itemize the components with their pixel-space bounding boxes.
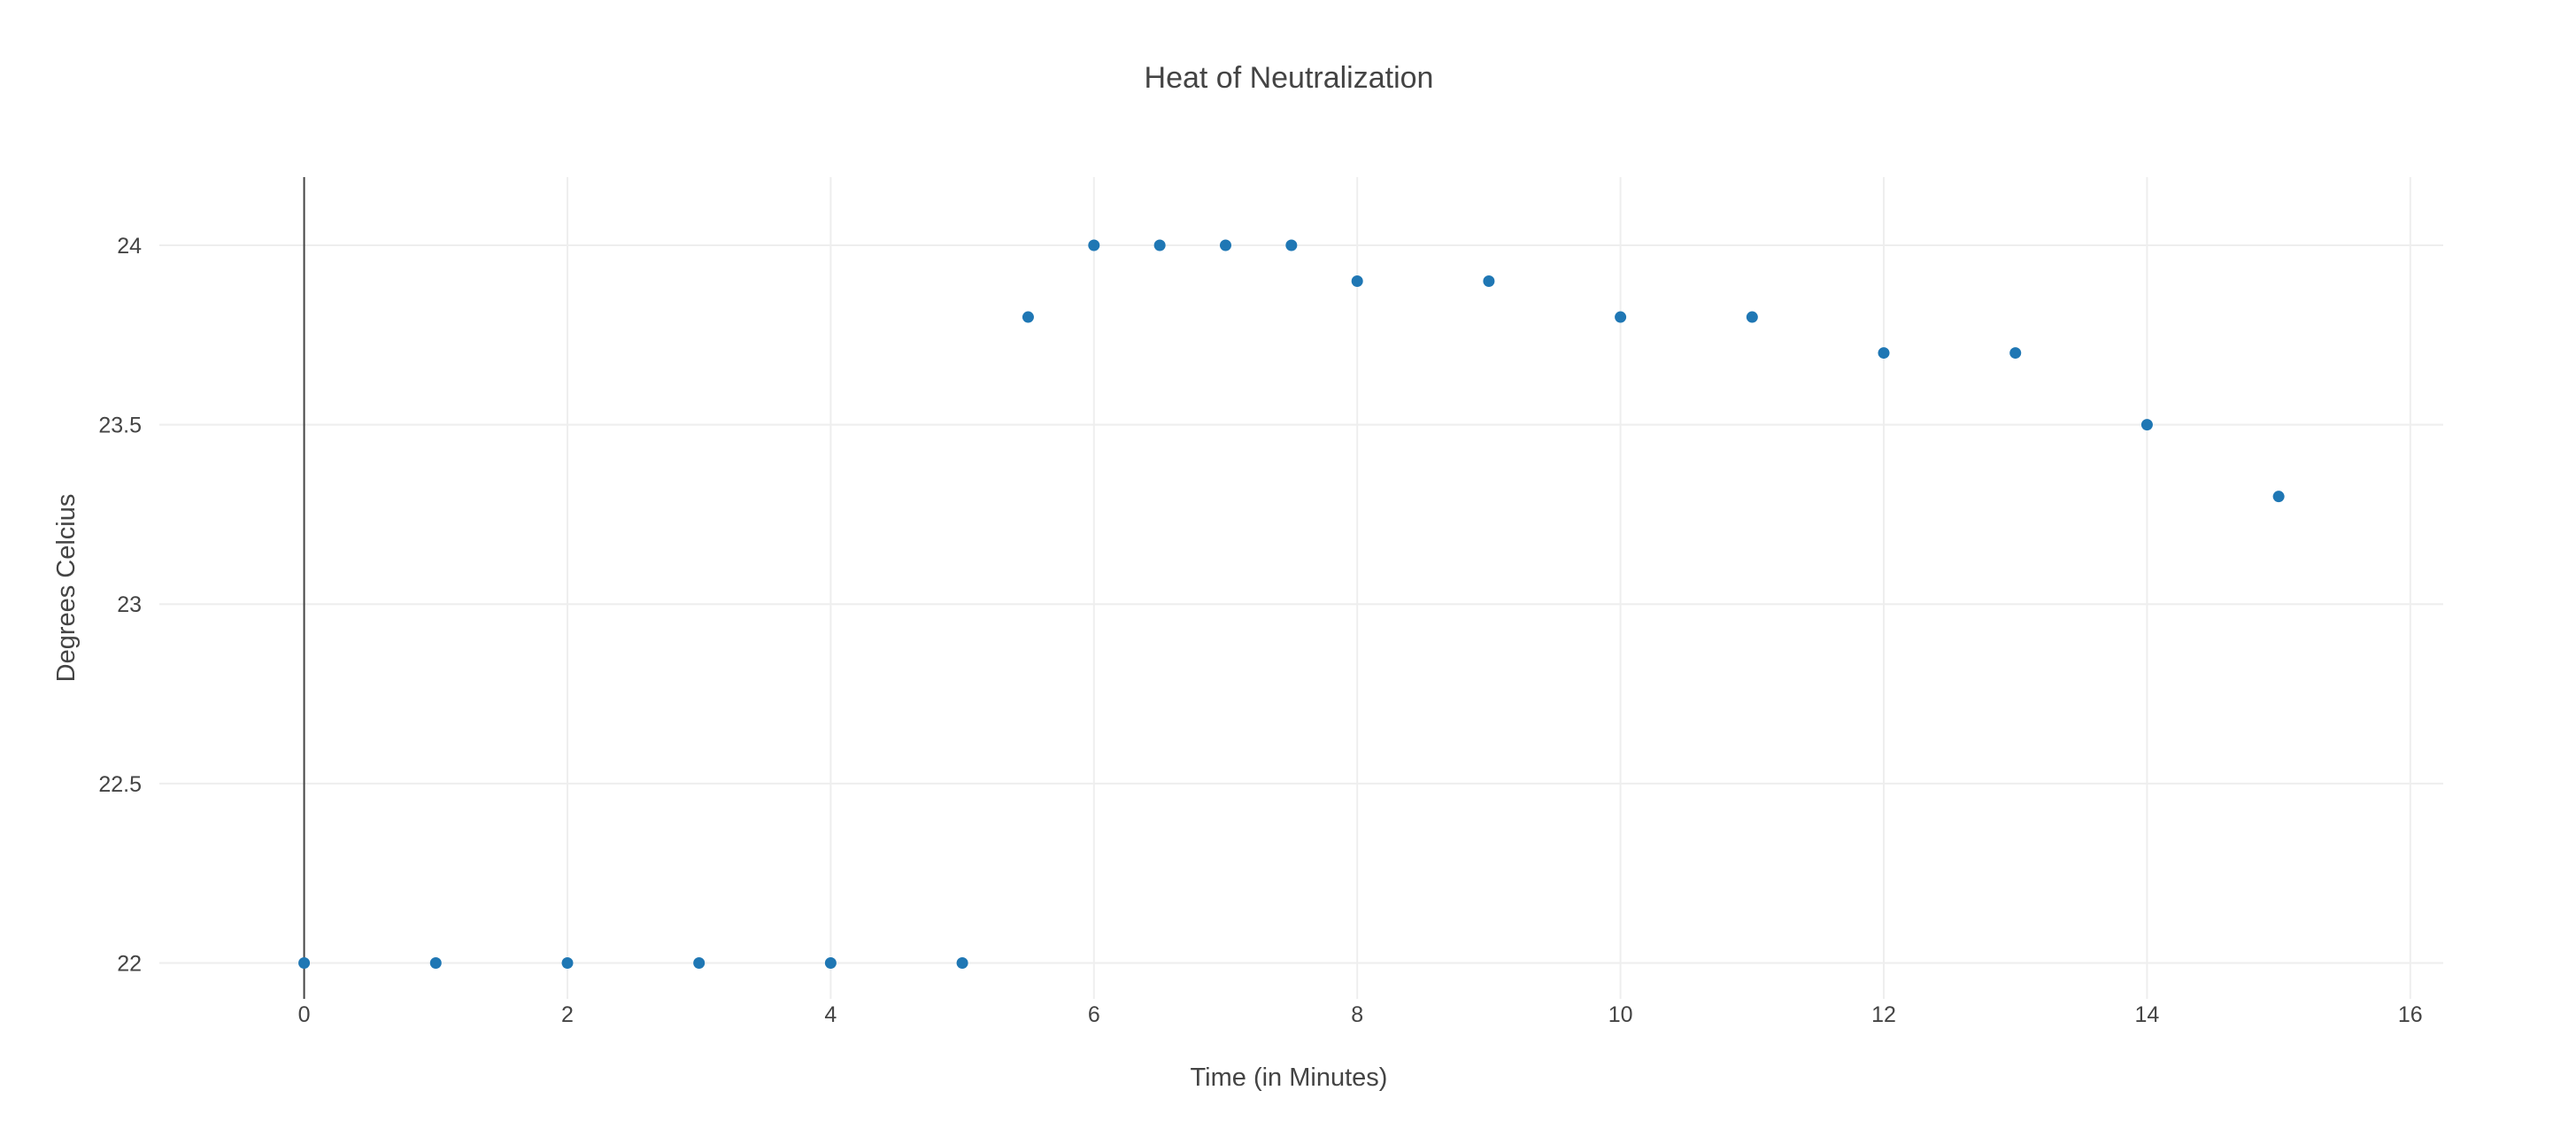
data-point[interactable] — [429, 956, 442, 969]
x-axis-title: Time (in Minutes) — [1191, 1064, 1388, 1092]
x-tick-label: 12 — [1871, 1002, 1896, 1027]
x-axis-ticks: 0 2 4 6 8 10 12 14 16 — [298, 1002, 2423, 1027]
x-tick-label: 8 — [1351, 1002, 1363, 1027]
y-tick-label: 23 — [117, 592, 142, 617]
data-point[interactable] — [2272, 491, 2285, 503]
x-tick-label: 2 — [561, 1002, 574, 1027]
data-point[interactable] — [1615, 311, 1627, 323]
y-axis-ticks: 22 22.5 23 23.5 24 — [98, 234, 142, 976]
data-point[interactable] — [2140, 419, 2153, 431]
y-tick-label: 23.5 — [98, 414, 142, 438]
data-point[interactable] — [1088, 239, 1100, 251]
y-axis-title: Degrees Celcius — [52, 494, 81, 683]
y-tick-label: 22.5 — [98, 772, 142, 797]
scatter-points[interactable] — [298, 239, 2285, 969]
data-point[interactable] — [1746, 311, 1758, 323]
data-point[interactable] — [956, 956, 968, 969]
x-tick-label: 16 — [2398, 1002, 2423, 1027]
x-tick-label: 4 — [824, 1002, 837, 1027]
y-tick-label: 24 — [117, 234, 142, 259]
x-tick-label: 10 — [1608, 1002, 1633, 1027]
y-tick-label: 22 — [117, 951, 142, 976]
data-point[interactable] — [1022, 311, 1034, 323]
x-tick-label: 14 — [2135, 1002, 2160, 1027]
data-point[interactable] — [1351, 275, 1363, 288]
data-point[interactable] — [1285, 239, 1298, 251]
data-point[interactable] — [1219, 239, 1231, 251]
data-point[interactable] — [1878, 347, 1890, 360]
data-point[interactable] — [693, 956, 706, 969]
data-point[interactable] — [561, 956, 574, 969]
data-point[interactable] — [1483, 275, 1495, 288]
data-point[interactable] — [1153, 239, 1166, 251]
x-tick-label: 6 — [1088, 1002, 1100, 1027]
grid — [159, 177, 2443, 999]
x-tick-label: 0 — [298, 1002, 311, 1027]
data-point[interactable] — [2009, 347, 2022, 360]
chart-title: Heat of Neutralization — [1145, 61, 1434, 95]
data-point[interactable] — [824, 956, 837, 969]
data-point[interactable] — [298, 956, 311, 969]
